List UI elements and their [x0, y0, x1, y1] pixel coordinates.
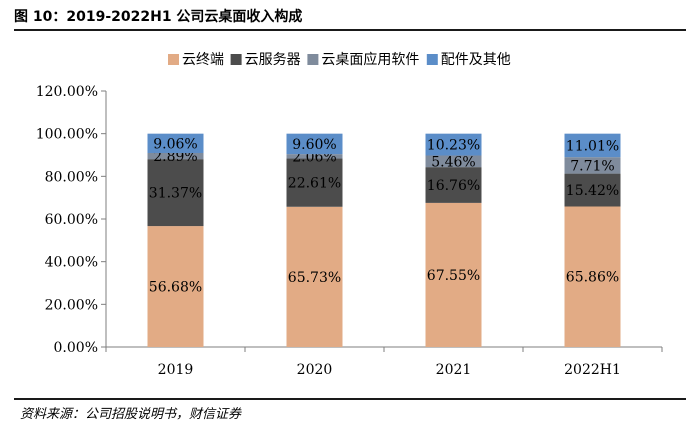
x-tick-label: 2022H1 — [564, 362, 621, 378]
bar-segment — [425, 167, 482, 203]
x-tick-label: 2021 — [436, 362, 472, 378]
bar-segment — [425, 202, 482, 347]
data-label: 5.46% — [431, 154, 475, 170]
chart-legend: 云终端 云服务器 云桌面应用软件 配件及其他 — [168, 51, 511, 68]
data-label: 10.23% — [427, 138, 480, 154]
legend-swatch — [426, 54, 438, 65]
bar-segment — [564, 133, 621, 158]
bar-group: 56.68%31.37%2.89%9.06%65.73%22.61%2.06%9… — [147, 133, 621, 347]
bar-segment — [286, 158, 343, 207]
y-tick-label: 40.00% — [45, 255, 98, 271]
bar-segment — [147, 133, 204, 153]
x-tick-label: 2019 — [158, 362, 194, 378]
y-tick-label: 120.00% — [36, 84, 98, 100]
x-tick-label: 2020 — [297, 362, 333, 378]
legend-label: 云桌面应用软件 — [321, 51, 419, 68]
y-tick-label: 100.00% — [36, 127, 98, 143]
bar-segment — [147, 152, 204, 160]
bar-segment — [286, 133, 343, 155]
data-label: 22.61% — [288, 176, 341, 192]
bar-segment — [425, 155, 482, 168]
data-label: 2.89% — [153, 149, 197, 165]
bar-segment — [147, 159, 204, 227]
data-label: 15.42% — [566, 183, 619, 199]
bar-segment — [147, 226, 204, 347]
data-label: 7.71% — [570, 158, 614, 174]
legend-label: 云服务器 — [245, 52, 301, 68]
y-tick-label: 80.00% — [45, 169, 98, 185]
legend-swatch — [168, 54, 179, 65]
bar-segment — [425, 133, 482, 156]
data-label: 31.37% — [149, 186, 202, 202]
y-tick-label: 0.00% — [54, 340, 98, 356]
source-note: 资料来源：公司招股说明书，财信证券 — [20, 407, 242, 422]
title-rule — [14, 29, 686, 31]
bar-segment — [564, 206, 621, 347]
stacked-bar-chart: 云终端 云服务器 云桌面应用软件 配件及其他 0.00% 20.00% 40.00% 60.… — [36, 51, 663, 378]
y-tick-label: 20.00% — [45, 297, 98, 313]
data-label: 16.76% — [427, 178, 480, 194]
legend-swatch — [230, 54, 242, 65]
data-label: 67.55% — [427, 268, 480, 284]
data-label: 11.01% — [566, 138, 619, 154]
y-axis: 0.00% 20.00% 40.00% 60.00% 80.00% 100.00% 120.… — [36, 84, 107, 356]
legend-label: 云终端 — [182, 52, 224, 68]
data-label: 56.68% — [149, 280, 202, 296]
bar-segment — [564, 157, 621, 174]
figure-title: 图 10：2019-2022H1 公司云桌面收入构成 — [14, 9, 303, 25]
data-label: 9.60% — [292, 137, 336, 153]
data-label: 65.73% — [288, 270, 341, 286]
bar-segment — [286, 154, 343, 159]
bar-segment — [286, 206, 343, 347]
data-label: 65.86% — [566, 270, 619, 286]
y-tick-label: 60.00% — [45, 212, 98, 228]
bar-segment — [564, 173, 621, 207]
source-rule — [14, 398, 686, 400]
legend-swatch — [307, 54, 319, 65]
data-label: 9.06% — [153, 136, 197, 152]
legend-label: 配件及其他 — [441, 52, 511, 68]
x-axis: 2019 2020 2021 2022H1 — [105, 346, 663, 378]
